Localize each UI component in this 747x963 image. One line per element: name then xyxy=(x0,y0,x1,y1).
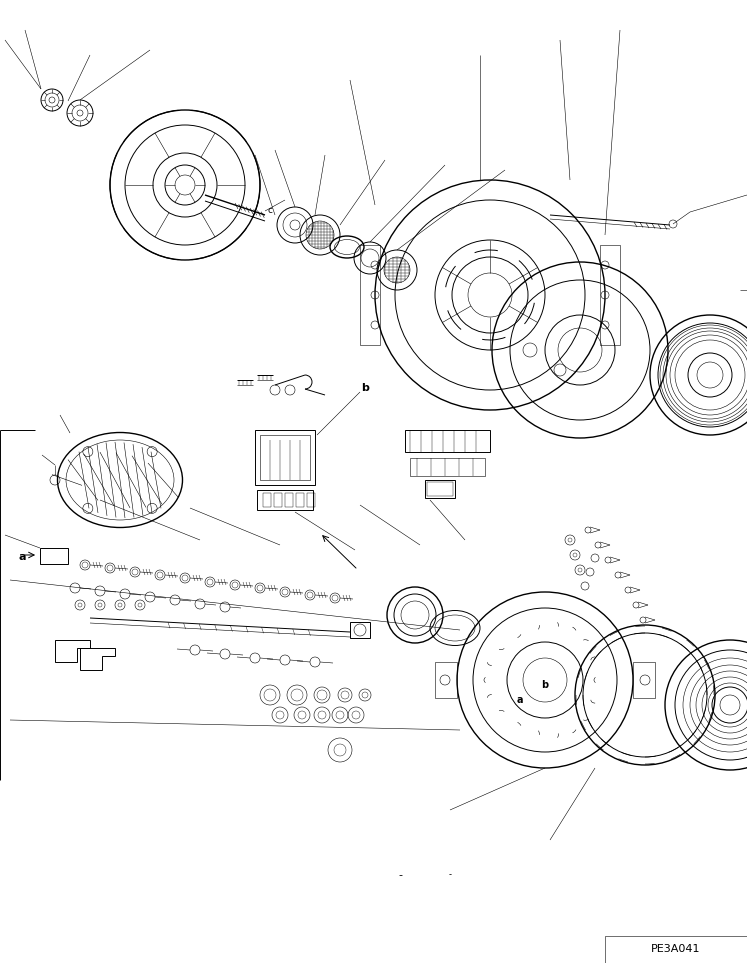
Bar xyxy=(307,493,315,507)
Bar xyxy=(605,936,747,963)
Bar xyxy=(405,430,490,452)
Bar xyxy=(285,493,293,507)
Bar xyxy=(427,482,453,496)
Text: PE3A041: PE3A041 xyxy=(651,944,701,954)
Text: b: b xyxy=(361,383,369,393)
Bar xyxy=(274,493,282,507)
Text: b: b xyxy=(542,680,548,690)
Bar xyxy=(255,430,315,485)
Text: a: a xyxy=(18,552,25,562)
Bar xyxy=(260,435,310,480)
Ellipse shape xyxy=(58,432,182,528)
Bar xyxy=(410,458,485,476)
Bar xyxy=(263,493,271,507)
Text: a: a xyxy=(517,695,523,705)
Text: -: - xyxy=(398,870,402,880)
Bar xyxy=(257,490,313,510)
Text: -: - xyxy=(448,871,451,879)
Bar xyxy=(350,622,370,638)
Bar xyxy=(296,493,304,507)
Text: c: c xyxy=(267,205,273,215)
Bar xyxy=(40,548,68,564)
Bar xyxy=(425,480,455,498)
